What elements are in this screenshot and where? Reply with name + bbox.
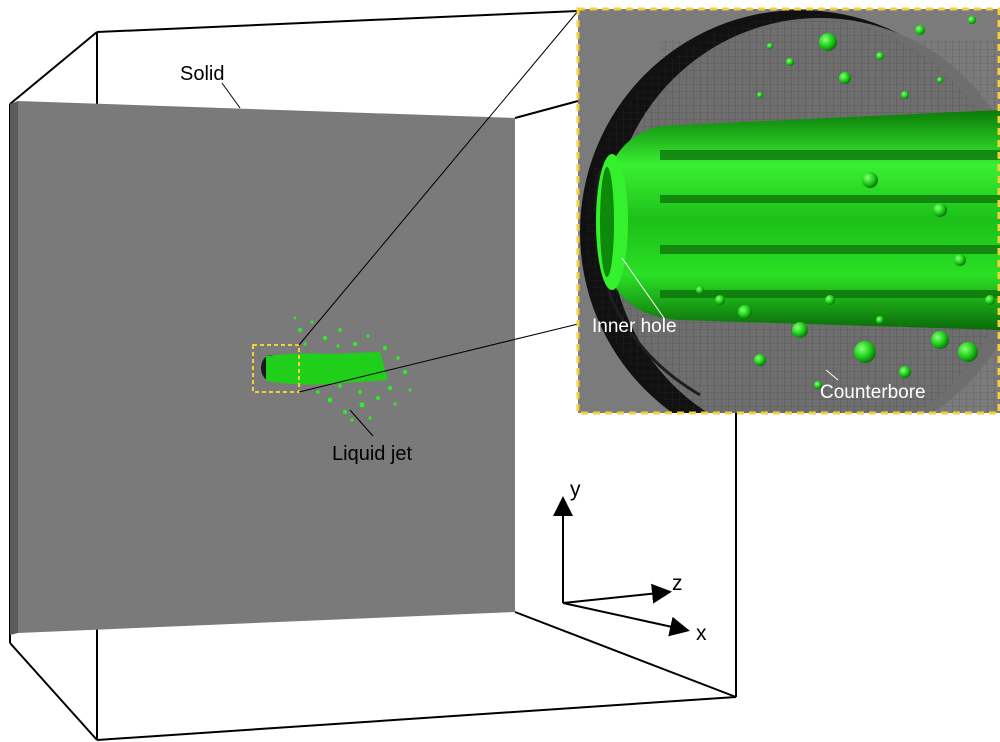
- liquid-jet-small: [261, 316, 412, 422]
- counterbore-leader-line: [825, 369, 839, 381]
- zoom-inset-frame: [576, 7, 1000, 415]
- counterbore-label: Counterbore: [820, 382, 926, 403]
- zoom-connector-lines: [298, 10, 579, 393]
- solid-label: Solid: [180, 63, 224, 85]
- x-axis-arrow: [562, 602, 690, 637]
- inner-hole-label: Inner hole: [592, 316, 677, 337]
- liquid-jet-label: Liquid jet: [332, 443, 413, 465]
- zoom-inset: [578, 9, 1000, 413]
- zoom-region-box: [252, 344, 300, 393]
- liquid-jet-leader-line: [349, 409, 374, 437]
- x-axis-label: x: [696, 622, 707, 645]
- inner-hole-leader-line: [621, 257, 665, 319]
- y-axis-label: y: [570, 478, 581, 501]
- solid-leader-line: [221, 82, 241, 109]
- coordinate-axes: [553, 496, 690, 637]
- z-axis-label: z: [672, 572, 683, 595]
- z-axis-arrow: [562, 583, 672, 604]
